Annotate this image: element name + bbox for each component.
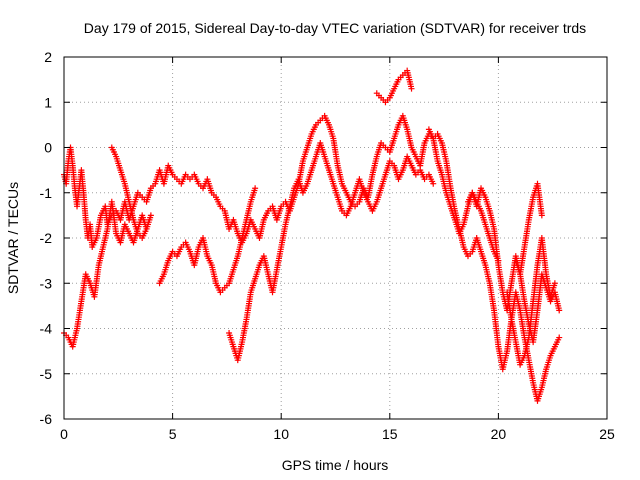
series-arc-4 [156, 185, 259, 296]
data-point [551, 280, 558, 287]
y-tick-label: 0 [44, 140, 52, 156]
y-tick-label: -4 [40, 321, 53, 337]
data-points [61, 67, 563, 404]
x-tick-label: 0 [60, 426, 68, 442]
chart-title: Day 179 of 2015, Sidereal Day-to-day VTE… [84, 20, 586, 36]
x-tick-label: 15 [382, 426, 398, 442]
series-arc-9 [504, 235, 558, 368]
data-point [556, 334, 563, 341]
x-tick-label: 10 [273, 426, 289, 442]
y-tick-label: -6 [40, 411, 53, 427]
data-point [147, 212, 154, 219]
axis-ticks: 0 5 10 15 20 25 -6 -5 -4 -3 -2 -1 0 1 2 [40, 49, 615, 442]
data-point [252, 185, 259, 192]
x-tick-label: 5 [169, 426, 177, 442]
data-point [430, 180, 437, 187]
y-tick-label: 1 [44, 94, 52, 110]
data-point [556, 307, 563, 314]
y-tick-label: -3 [40, 275, 53, 291]
series-arc-2 [61, 198, 150, 350]
data-point [408, 85, 415, 92]
series-arc-3 [108, 144, 154, 241]
series-arc-10 [512, 180, 545, 278]
y-axis-label: SDTVAR / TECUs [5, 182, 21, 294]
data-point [538, 212, 545, 219]
y-tick-label: 2 [44, 49, 52, 65]
series-arc-5 [226, 139, 437, 364]
series-arc-6 [373, 67, 415, 106]
y-tick-label: -1 [40, 185, 53, 201]
y-tick-label: -5 [40, 366, 53, 382]
y-tick-label: -2 [40, 230, 53, 246]
x-axis-label: GPS time / hours [282, 457, 389, 473]
x-tick-label: 25 [599, 426, 615, 442]
x-tick-label: 20 [491, 426, 507, 442]
grid [64, 57, 607, 419]
